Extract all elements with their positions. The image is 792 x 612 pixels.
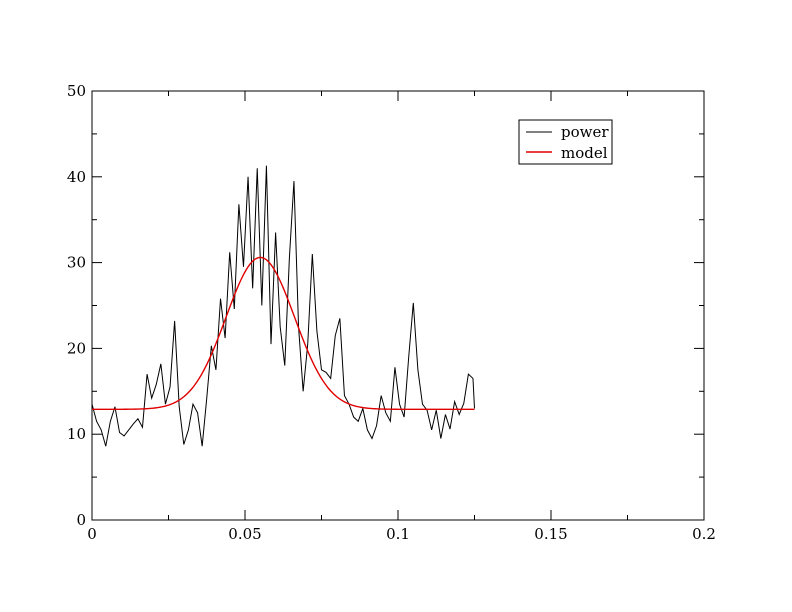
y-tick-label: 30	[67, 254, 86, 272]
y-tick-label: 10	[67, 425, 86, 443]
series-line-power	[91, 165, 475, 447]
y-tick-label: 20	[67, 339, 86, 357]
x-tick-label: 0	[87, 525, 97, 543]
x-axis-ticks	[91, 91, 705, 520]
legend-box	[518, 119, 613, 165]
x-tick-label: 0.2	[692, 525, 716, 543]
legend-label-model: model	[561, 144, 608, 162]
series-line-model	[92, 256, 475, 411]
legend: power model	[518, 119, 613, 165]
x-axis-tick-labels: 0 0.05 0.1 0.15 0.2	[87, 525, 716, 543]
x-tick-label: 0.1	[386, 525, 410, 543]
legend-label-power: power	[561, 123, 609, 141]
x-tick-label: 0.05	[228, 525, 261, 543]
y-axis-ticks	[92, 90, 704, 521]
y-tick-label: 0	[76, 511, 86, 529]
y-tick-label: 50	[67, 82, 86, 100]
x-tick-label: 0.15	[534, 525, 567, 543]
y-tick-label: 40	[67, 168, 86, 186]
y-axis-tick-labels: 0 10 20 30 40 50	[67, 82, 86, 529]
